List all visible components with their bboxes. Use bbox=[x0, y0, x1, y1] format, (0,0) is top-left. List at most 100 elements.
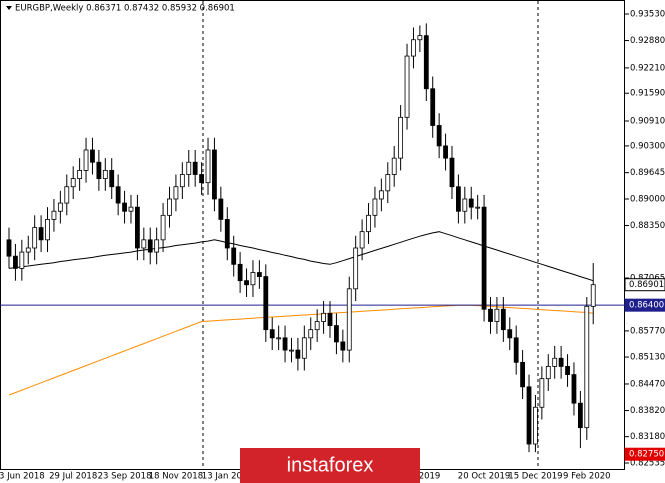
candle-body bbox=[160, 214, 166, 241]
candle-body bbox=[340, 341, 346, 351]
candle-body bbox=[128, 206, 134, 212]
watermark: instaforex bbox=[287, 454, 374, 476]
price-axis: 0.93530 0.92880 0.92210 0.91590 0.90910 0.903… bbox=[624, 10, 665, 469]
candle-body bbox=[45, 219, 50, 241]
candle-body bbox=[134, 206, 140, 249]
candle-body bbox=[488, 308, 493, 322]
candle-body bbox=[436, 125, 442, 147]
candle-body bbox=[449, 157, 455, 188]
x-tick-label: 15 Dec 2019 bbox=[508, 472, 562, 482]
candle-body bbox=[25, 247, 31, 253]
y-tick-label: 0.89645 bbox=[630, 168, 665, 178]
watermark-box bbox=[240, 448, 420, 483]
candle-body bbox=[533, 406, 538, 445]
candle-body bbox=[13, 255, 18, 269]
candle-body bbox=[520, 361, 525, 388]
x-tick-label: 29 Jul 2018 bbox=[49, 472, 97, 482]
candle-body bbox=[314, 321, 320, 331]
candle-body bbox=[462, 198, 468, 212]
candle-body bbox=[443, 145, 448, 159]
candle-body bbox=[218, 198, 224, 220]
candle-body bbox=[276, 337, 282, 340]
candle-body bbox=[500, 308, 506, 331]
symbol-arrow bbox=[6, 6, 12, 10]
candle-body bbox=[430, 88, 436, 126]
plot-frame bbox=[0, 0, 625, 470]
y-tick-label: 0.93530 bbox=[630, 10, 665, 20]
candle-body bbox=[353, 247, 359, 290]
candle-body bbox=[173, 186, 179, 200]
candle-body bbox=[404, 55, 410, 118]
candle-body bbox=[507, 329, 513, 339]
candle-body bbox=[565, 366, 570, 375]
candle-body bbox=[212, 149, 217, 200]
x-tick-label: 23 Sep 2018 bbox=[98, 472, 152, 482]
candle-body bbox=[224, 219, 230, 249]
candle-body bbox=[96, 161, 102, 179]
candle-body bbox=[77, 170, 83, 179]
candle-body bbox=[122, 202, 127, 212]
y-tick-label: 0.85770 bbox=[630, 326, 665, 336]
candle-body bbox=[385, 174, 391, 192]
candle-body bbox=[263, 276, 269, 331]
candle-body bbox=[51, 210, 57, 220]
candle-body bbox=[590, 284, 596, 307]
candle-body bbox=[558, 357, 564, 367]
price-box bbox=[624, 298, 665, 312]
candle-body bbox=[526, 386, 532, 445]
candle-body bbox=[545, 366, 551, 380]
candle-body bbox=[147, 239, 153, 253]
candle-body bbox=[32, 227, 38, 249]
candle-body bbox=[64, 186, 70, 204]
y-tick-label: 0.91590 bbox=[630, 89, 665, 99]
candle-body bbox=[417, 35, 423, 41]
candle-body bbox=[346, 288, 352, 351]
candle-body bbox=[256, 272, 262, 277]
candle-body bbox=[269, 329, 275, 339]
candle-body bbox=[154, 239, 160, 253]
candle-body bbox=[282, 337, 288, 351]
candle-body bbox=[70, 178, 76, 188]
y-tick-label: 0.89000 bbox=[630, 194, 665, 204]
candle-body bbox=[19, 251, 25, 269]
candle-body bbox=[513, 337, 519, 363]
candle-body bbox=[308, 329, 314, 339]
candle-body bbox=[411, 39, 416, 57]
candle-body bbox=[83, 149, 89, 171]
candle-body bbox=[423, 35, 429, 90]
x-tick-label: 3 Jun 2018 bbox=[0, 472, 45, 482]
chart-title: EURGBP,Weekly 0.86371 0.87432 0.85932 0.… bbox=[15, 4, 235, 14]
y-tick-label: 0.88350 bbox=[630, 221, 665, 231]
candle-body bbox=[468, 198, 474, 208]
candle-body bbox=[57, 202, 63, 212]
y-tick-label: 0.83180 bbox=[630, 432, 665, 442]
price-box bbox=[624, 447, 665, 461]
candle-body bbox=[366, 214, 371, 233]
candle-body bbox=[334, 325, 339, 343]
candle-body bbox=[167, 198, 172, 216]
candle-body bbox=[571, 374, 577, 404]
y-tick-label: 0.90300 bbox=[630, 141, 665, 151]
candle-body bbox=[199, 174, 205, 184]
candle-body bbox=[289, 349, 294, 352]
candle-body bbox=[455, 186, 461, 212]
y-tick-label: 0.83820 bbox=[630, 406, 665, 416]
candle-body bbox=[359, 231, 365, 249]
x-tick-label: 13 Jan 2019 bbox=[202, 472, 253, 482]
x-tick-label: 20 Oct 2019 bbox=[458, 472, 511, 482]
candle-body bbox=[244, 280, 249, 286]
candle-body bbox=[552, 357, 558, 367]
x-tick-label: 9 Feb 2020 bbox=[563, 472, 611, 482]
candle-body bbox=[295, 349, 301, 359]
indicator-line bbox=[8, 304, 594, 396]
price-box-label: 0.86901 bbox=[629, 280, 664, 290]
candle-body bbox=[372, 198, 378, 216]
candle-body bbox=[179, 174, 185, 188]
candle-body bbox=[90, 149, 95, 163]
indicator-line bbox=[8, 231, 594, 282]
candle-body bbox=[237, 263, 243, 282]
candle-body bbox=[141, 239, 147, 249]
candle-body bbox=[192, 161, 198, 175]
